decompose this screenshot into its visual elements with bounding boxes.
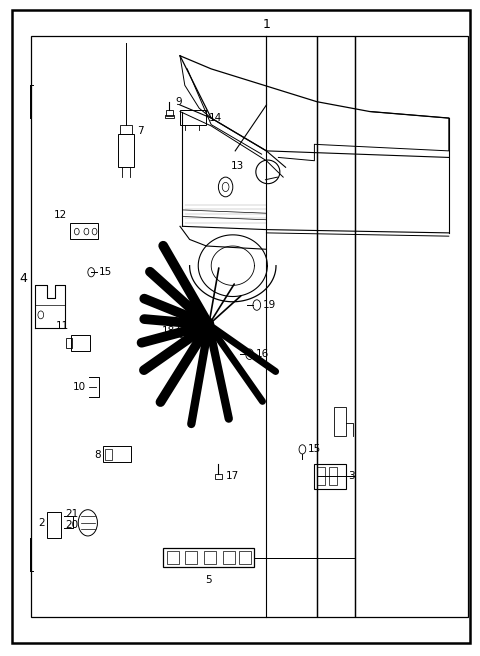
Text: 13: 13 (230, 161, 244, 171)
Bar (165, 115, 174, 118)
Bar (167, 551, 179, 564)
Bar (314, 464, 346, 489)
Bar (163, 548, 254, 567)
Bar (103, 446, 131, 462)
Text: 11: 11 (55, 321, 69, 331)
Text: 4: 4 (19, 272, 27, 285)
Text: 10: 10 (73, 382, 86, 392)
Text: 1: 1 (263, 18, 270, 31)
Bar (334, 407, 346, 436)
Bar (105, 449, 112, 460)
Bar (118, 134, 134, 167)
Text: 19: 19 (263, 300, 276, 310)
Bar (31, 36, 317, 617)
Circle shape (204, 318, 214, 331)
Text: 15: 15 (98, 267, 112, 277)
Text: 14: 14 (209, 113, 222, 123)
Text: 21: 21 (65, 508, 79, 519)
Bar (317, 467, 325, 485)
Text: 3: 3 (348, 471, 355, 482)
Bar (71, 335, 90, 351)
Text: 17: 17 (226, 470, 239, 481)
Bar (66, 338, 72, 348)
Text: 15: 15 (308, 444, 322, 455)
Text: 8: 8 (94, 449, 101, 460)
Bar (166, 110, 173, 116)
Bar (185, 551, 197, 564)
Bar (120, 125, 132, 134)
Text: 20: 20 (65, 520, 78, 531)
Text: 18: 18 (162, 326, 175, 337)
Text: 7: 7 (137, 126, 144, 136)
Text: 5: 5 (205, 575, 212, 585)
Text: 12: 12 (54, 210, 67, 220)
Bar (204, 551, 216, 564)
Bar (180, 110, 206, 125)
Bar (47, 512, 61, 538)
Bar (239, 551, 251, 564)
Bar (317, 36, 355, 617)
Text: 2: 2 (38, 518, 45, 528)
Text: 9: 9 (175, 96, 182, 107)
Bar (223, 551, 235, 564)
Bar (70, 223, 98, 239)
Bar (329, 467, 337, 485)
Text: 16: 16 (255, 349, 269, 359)
Bar (355, 36, 468, 617)
Bar (215, 474, 222, 479)
